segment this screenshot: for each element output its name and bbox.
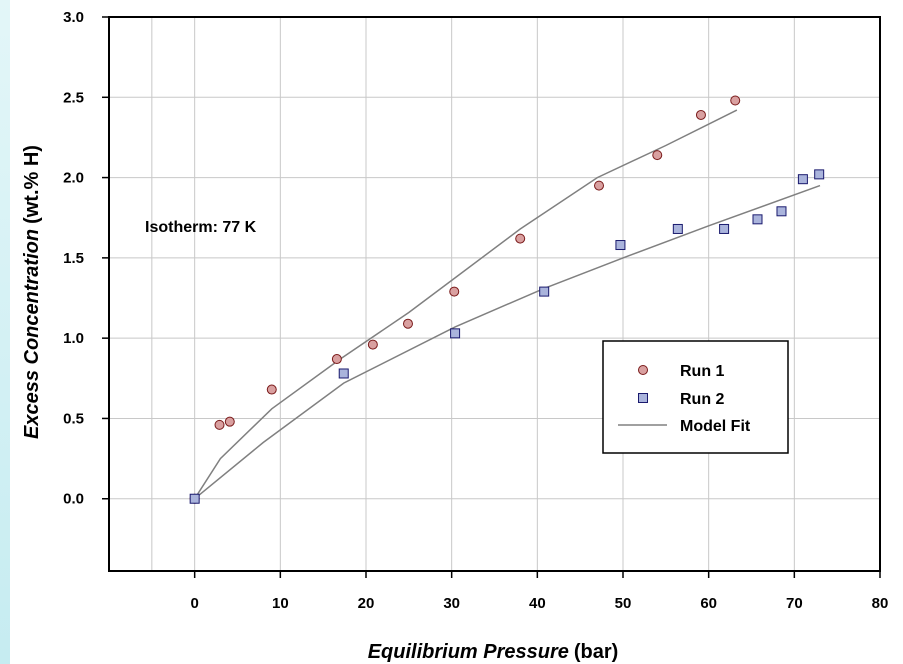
x-tick-label: 10 bbox=[272, 595, 289, 612]
legend-run2-marker bbox=[638, 393, 648, 403]
x-tick-label: 70 bbox=[786, 595, 803, 612]
run1-point bbox=[652, 150, 663, 161]
run1-point bbox=[331, 354, 342, 365]
x-tick-label: 30 bbox=[443, 595, 460, 612]
x-axis-title: Equilibrium Pressure (bar) bbox=[368, 641, 619, 663]
run2-point bbox=[189, 493, 200, 504]
legend-run2-label: Run 2 bbox=[680, 391, 725, 408]
run1-point bbox=[449, 286, 460, 297]
run2-point bbox=[797, 174, 808, 185]
run2-point bbox=[814, 169, 825, 180]
y-tick-label: 2.5 bbox=[63, 89, 84, 106]
x-tick-labels: 0 10 20 30 40 50 60 70 80 bbox=[190, 595, 888, 612]
run1-point bbox=[515, 233, 526, 244]
y-tick-label: 0.5 bbox=[63, 410, 84, 427]
model-fit-line-2 bbox=[194, 184, 821, 500]
run2-point bbox=[672, 223, 683, 234]
run2-point bbox=[776, 206, 787, 217]
x-tick-label: 80 bbox=[872, 595, 889, 612]
isotherm-annotation: Isotherm: 77 K bbox=[145, 219, 257, 236]
run2-point bbox=[539, 286, 550, 297]
plot-frame bbox=[108, 16, 881, 572]
run2-point bbox=[752, 214, 763, 225]
left-decorative-strip bbox=[0, 0, 10, 664]
run1-point bbox=[214, 419, 225, 430]
run1-point bbox=[367, 339, 378, 350]
y-tick-label: 0.0 bbox=[63, 491, 84, 508]
legend-run1-label: Run 1 bbox=[680, 363, 725, 380]
run1-point bbox=[730, 95, 741, 106]
run1-point bbox=[224, 416, 235, 427]
run1-point bbox=[402, 318, 413, 329]
run1-point bbox=[266, 384, 277, 395]
run2-point bbox=[615, 240, 626, 251]
y-tick-label: 1.0 bbox=[63, 330, 84, 347]
y-tick-label: 2.0 bbox=[63, 170, 84, 187]
run1-point bbox=[594, 180, 605, 191]
grid bbox=[109, 16, 881, 571]
x-tick-label: 40 bbox=[529, 595, 546, 612]
run2-point bbox=[338, 368, 349, 379]
legend-run1-marker bbox=[638, 365, 648, 375]
run2-point bbox=[719, 223, 730, 234]
axis-ticks bbox=[102, 16, 881, 578]
legend: Run 1 Run 2 Model Fit bbox=[602, 340, 789, 454]
x-tick-label: 0 bbox=[190, 595, 198, 612]
run1-point bbox=[695, 109, 706, 120]
run2-point bbox=[450, 328, 461, 339]
y-tick-label: 3.0 bbox=[63, 9, 84, 26]
x-tick-label: 60 bbox=[700, 595, 717, 612]
legend-box bbox=[602, 340, 789, 454]
y-tick-labels: 0.0 0.5 1.0 1.5 2.0 2.5 3.0 bbox=[63, 9, 84, 508]
model-fit-lines bbox=[194, 109, 821, 500]
x-tick-label: 20 bbox=[358, 595, 375, 612]
y-tick-label: 1.5 bbox=[63, 250, 84, 267]
model-fit-line-1 bbox=[194, 109, 738, 500]
data-markers bbox=[189, 95, 825, 504]
x-tick-label: 50 bbox=[615, 595, 632, 612]
legend-model-fit-label: Model Fit bbox=[680, 418, 751, 435]
y-axis-title: Excess Concentration(wt.% H) bbox=[21, 145, 43, 439]
